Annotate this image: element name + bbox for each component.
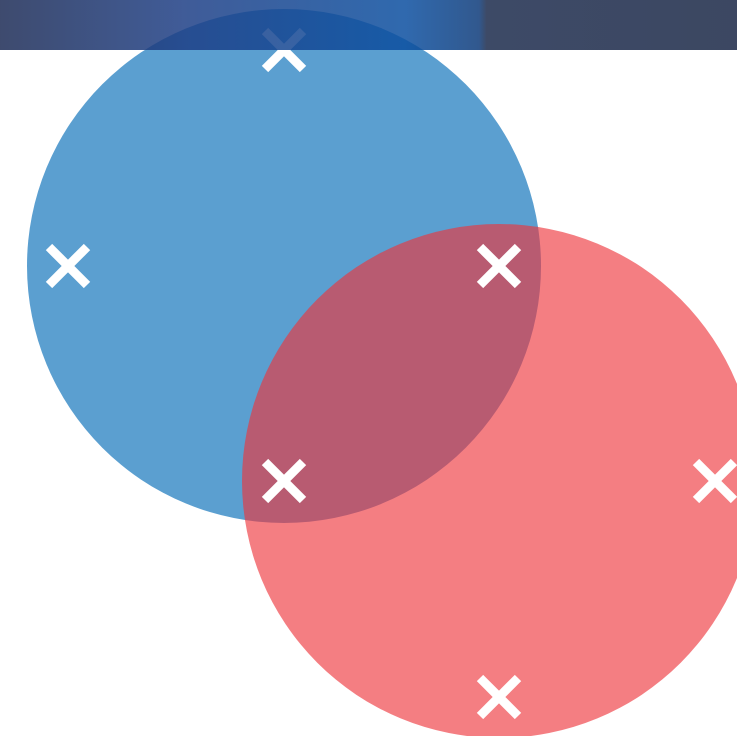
canvas xyxy=(0,0,737,736)
red-circle xyxy=(242,224,737,736)
page-body xyxy=(0,0,737,736)
page: Overlapping circles {} html, body { marg… xyxy=(0,0,737,736)
header-banner xyxy=(0,0,737,50)
